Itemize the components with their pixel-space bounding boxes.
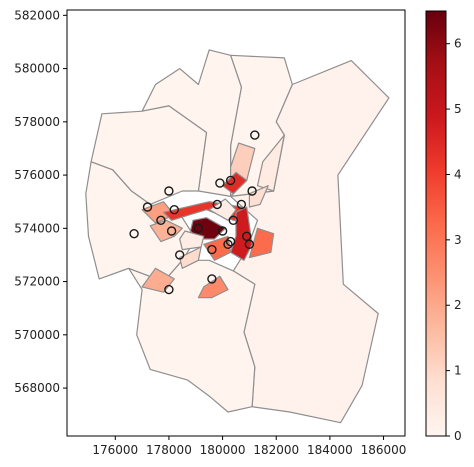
location-marker [250,130,260,140]
y-tick-label: 582000 [14,8,60,22]
colorbar [425,10,447,437]
x-tick-label: 186000 [361,443,407,457]
district-region [149,219,183,243]
district-region [179,230,205,251]
location-marker [207,244,217,255]
location-marker [164,284,174,295]
location-marker [215,178,225,188]
location-marker [241,231,252,242]
map-regions [85,49,390,424]
x-tick-label: 184000 [307,443,353,457]
district-region [256,134,285,192]
colorbar-axis: 0 1 2 3 4 5 6 [446,37,462,443]
colorbar-tick-label: 3 [454,233,462,247]
x-axis: 176000 178000 180000 182000 184000 186000 [92,436,406,457]
y-tick-label: 570000 [14,328,60,342]
location-marker [244,239,255,250]
location-marker [164,186,174,196]
location-marker [225,175,236,186]
location-marker [207,274,217,284]
plot-frame [66,9,406,437]
district-region [208,198,237,221]
y-tick-label: 578000 [14,115,60,129]
district-region [197,275,229,299]
y-tick-label: 574000 [14,221,60,235]
district-region [248,185,269,208]
colorbar-tick-label: 2 [454,298,462,312]
location-marker [193,223,204,234]
y-tick-label: 568000 [14,381,60,395]
colorbar-tick-label: 0 [454,429,462,443]
location-marker [174,250,185,260]
district-region [189,217,226,240]
location-marker [212,199,222,210]
location-marker [225,236,236,247]
y-tick-label: 580000 [14,62,60,76]
y-tick-label: 576000 [14,168,60,182]
y-tick-label: 572000 [14,275,60,289]
colorbar-tick-label: 5 [454,102,462,116]
location-marker [129,228,139,239]
location-marker [247,186,257,196]
colorbar-tick-label: 4 [454,167,462,181]
location-marker [236,199,247,210]
location-marker [217,226,228,236]
location-markers [129,130,260,295]
district-region [248,227,275,259]
district-region [179,246,202,269]
location-marker [228,215,239,226]
location-marker [142,202,153,212]
location-marker [156,215,166,226]
x-tick-label: 180000 [200,443,246,457]
location-marker [166,226,177,236]
y-axis: 568000 570000 572000 574000 576000 578000 5800… [14,8,67,395]
location-marker [223,239,233,250]
x-tick-label: 182000 [253,443,299,457]
colorbar-tick-label: 6 [454,37,462,51]
x-tick-label: 178000 [146,443,192,457]
location-marker [169,204,180,215]
colorbar-tick-label: 1 [454,364,462,378]
x-tick-label: 176000 [92,443,138,457]
